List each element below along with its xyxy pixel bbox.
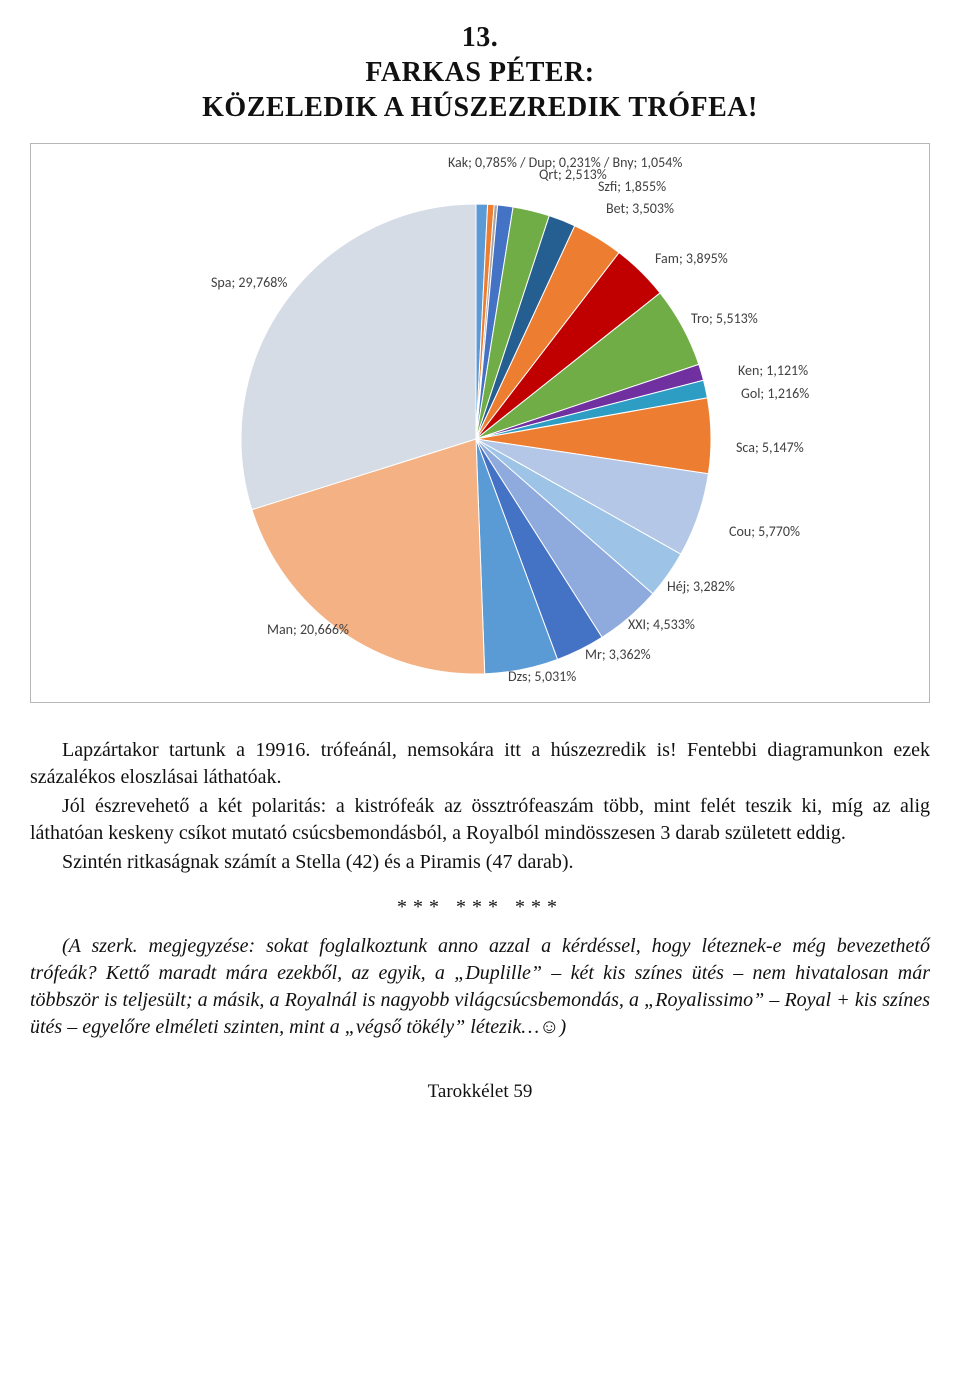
page: 13. FARKAS PÉTER: KÖZELEDIK A HÚSZEZREDI… xyxy=(0,0,960,1133)
title-line-1: 13. xyxy=(30,20,930,55)
page-title: 13. FARKAS PÉTER: KÖZELEDIK A HÚSZEZREDI… xyxy=(30,20,930,125)
chart-label-sca: Sca; 5,147% xyxy=(736,439,804,456)
chart-label-xxi: XXI; 4,533% xyxy=(628,616,695,633)
pie-chart xyxy=(236,199,716,679)
chart-label-ken: Ken; 1,121% xyxy=(738,362,808,379)
pie-chart-frame: Kak; 0,785% / Dup; 0,231% / Bny; 1,054%Q… xyxy=(30,143,930,703)
paragraph-2: Jól észrevehető a két polaritás: a kistr… xyxy=(30,793,930,847)
paragraph-3: Szintén ritkaságnak számít a Stella (42)… xyxy=(30,849,930,876)
chart-label-fam: Fam; 3,895% xyxy=(655,250,728,267)
page-footer: Tarokkélet 59 xyxy=(30,1081,930,1103)
chart-label-hej: Héj; 3,282% xyxy=(667,578,735,595)
chart-label-mr: Mr; 3,362% xyxy=(585,646,651,663)
pie-svg xyxy=(236,199,716,679)
paragraph-1: Lapzártakor tartunk a 19916. trófeánál, … xyxy=(30,737,930,791)
chart-label-tro: Tro; 5,513% xyxy=(691,310,758,327)
chart-label-spa: Spa; 29,768% xyxy=(211,274,287,291)
title-line-3: KÖZELEDIK A HÚSZEZREDIK TRÓFEA! xyxy=(30,90,930,125)
chart-label-szfi: Szfi; 1,855% xyxy=(598,178,666,195)
paragraph-4: (A szerk. megjegyzése: sokat foglalkoztu… xyxy=(30,933,930,1041)
chart-label-man: Man; 20,666% xyxy=(267,621,349,638)
separator-stars: *** *** *** xyxy=(30,894,930,921)
chart-label-cou: Cou; 5,770% xyxy=(729,523,800,540)
chart-label-bet: Bet; 3,503% xyxy=(606,200,674,217)
chart-label-qrt: Qrt; 2,513% xyxy=(539,166,607,183)
chart-label-dzs: Dzs; 5,031% xyxy=(508,668,576,685)
article-body: Lapzártakor tartunk a 19916. trófeánál, … xyxy=(30,737,930,1041)
chart-label-gol: Gol; 1,216% xyxy=(741,385,809,402)
title-line-2: FARKAS PÉTER: xyxy=(30,55,930,90)
